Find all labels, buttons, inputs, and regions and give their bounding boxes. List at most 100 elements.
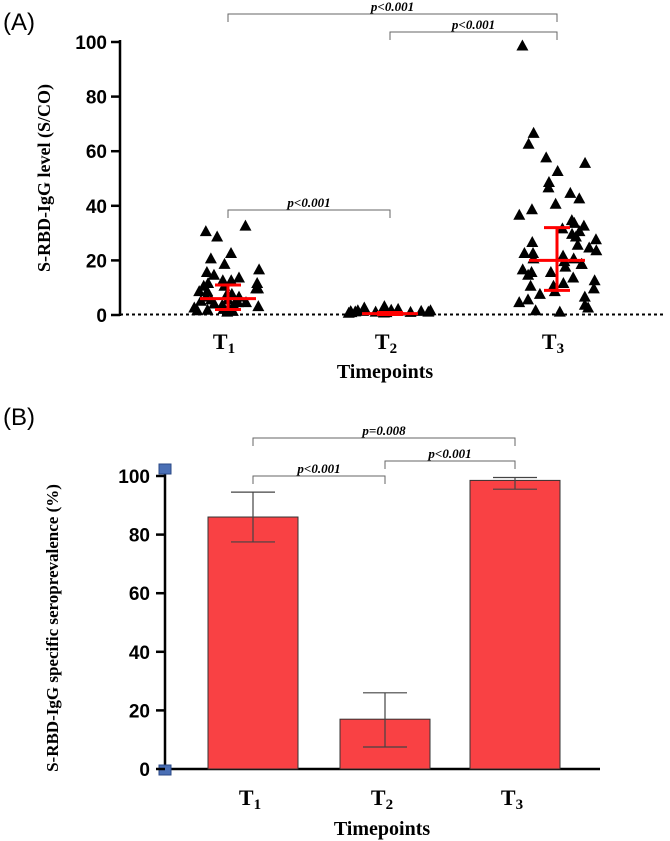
panel-b-y-tick-label: 80 xyxy=(129,526,150,547)
panel-a-y-tick-label: 40 xyxy=(86,197,107,218)
panel-a-point xyxy=(516,39,529,51)
panel-a-point xyxy=(252,300,265,312)
panel-a-point xyxy=(225,246,238,258)
panel-a-point xyxy=(527,246,540,258)
panel-b-comparison-0-label: p=0.008 xyxy=(361,423,406,438)
panel-a-points xyxy=(188,39,603,318)
panel-a-point xyxy=(544,266,557,278)
panel-a-y-tick-label: 80 xyxy=(86,88,107,109)
panel-b-y-tick-label: 40 xyxy=(129,643,150,664)
panel-a-point xyxy=(571,238,584,250)
panel-a-point xyxy=(578,290,591,302)
panel-a-y-ticks: 0 20 40 60 80 100 xyxy=(75,33,120,327)
panel-a-median-iqr xyxy=(200,226,585,316)
panel-a-point xyxy=(404,305,417,317)
panel-a: (A) 0 20 40 60 80 100 p<0.001 p<0.001 p<0.001 T… xyxy=(3,0,665,383)
panel-a-comparison-2-label: p<0.001 xyxy=(286,195,330,210)
panel-b-bar xyxy=(469,479,561,770)
panel-a-point xyxy=(522,293,535,305)
panel-b-comparison-0-line xyxy=(252,437,516,446)
panel-a-x-title: Timepoints xyxy=(337,361,434,383)
panel-a-comparison-2-line xyxy=(227,209,391,218)
panel-a-point xyxy=(551,165,564,177)
panel-a-point xyxy=(588,274,601,286)
panel-a-point xyxy=(253,263,266,275)
panel-b-comparison-1-line xyxy=(252,475,386,484)
panel-a-point xyxy=(540,151,553,163)
panel-a-point xyxy=(204,252,217,264)
panel-b-y-tick-label: 100 xyxy=(118,467,150,488)
panel-a-point xyxy=(564,186,577,198)
panel-b-label: (B) xyxy=(3,404,35,431)
panel-b-comparison-1-label: p<0.001 xyxy=(296,461,340,476)
panel-b-error-bars xyxy=(231,476,537,748)
panel-a-point xyxy=(415,304,428,316)
panel-b-bars xyxy=(207,479,561,770)
panel-a-point xyxy=(557,276,570,288)
panel-a-point xyxy=(522,137,535,149)
panel-a-point xyxy=(579,156,592,168)
panel-a-point xyxy=(565,214,578,226)
panel-b-comparison-2-line xyxy=(384,460,516,469)
panel-a-point xyxy=(573,192,586,204)
panel-a-point xyxy=(557,249,570,261)
panel-a-point xyxy=(358,301,371,313)
panel-a-point xyxy=(518,246,531,258)
panel-a-point xyxy=(589,233,602,245)
panel-a-point xyxy=(216,274,229,286)
panel-a-point xyxy=(527,126,540,138)
panel-a-point xyxy=(549,197,562,209)
panel-a-point xyxy=(424,304,437,316)
panel-b-category-label: T1 xyxy=(239,785,261,813)
panel-a-point xyxy=(251,276,264,288)
panel-b-x-title: Timepoints xyxy=(334,818,431,840)
panel-b-y-ticks: 0 20 40 60 80 100 xyxy=(118,467,165,781)
panel-a-label: (A) xyxy=(3,9,35,36)
panel-a-point xyxy=(587,282,600,294)
panel-b-categories: T1 T2 T3 xyxy=(239,785,523,813)
panel-a-point xyxy=(525,203,538,215)
panel-a-category-label: T1 xyxy=(213,329,235,357)
panel-a-comparison-0-line xyxy=(227,13,558,22)
panel-a-comparison-0-label: p<0.001 xyxy=(370,0,414,14)
panel-b-y-tick-label: 20 xyxy=(129,701,150,722)
panel-b-axis-top-marker xyxy=(158,463,172,475)
panel-a-point xyxy=(211,230,224,242)
panel-a-y-tick-label: 0 xyxy=(96,306,107,327)
panel-a-point xyxy=(202,276,215,288)
panel-a-point xyxy=(188,301,201,313)
panel-a-comparison-1-line xyxy=(389,31,558,40)
panel-a-point xyxy=(533,287,546,299)
panel-a-point xyxy=(553,305,566,317)
panel-a-comparison-1-label: p<0.001 xyxy=(451,17,495,32)
panel-b-category-label: T2 xyxy=(371,785,393,813)
panel-a-point xyxy=(199,225,212,237)
panel-a-point xyxy=(578,298,591,310)
panel-a-y-tick-label: 20 xyxy=(86,251,107,272)
panel-a-point xyxy=(513,208,526,220)
panel-a-point xyxy=(239,219,252,231)
panel-b-comparison-2-label: p<0.001 xyxy=(427,446,471,461)
panel-a-point xyxy=(200,266,213,278)
panel-a-point xyxy=(232,271,245,283)
panel-a-point xyxy=(513,296,526,308)
panel-a-point xyxy=(201,303,214,315)
panel-b-y-tick-label: 0 xyxy=(139,760,150,781)
panel-a-point xyxy=(526,236,539,248)
panel-a-category-label: T2 xyxy=(375,329,397,357)
panel-a-point xyxy=(240,296,253,308)
panel-b: (B) 0 20 40 60 80 100 p=0.008 p<0.001 p<0.001 T… xyxy=(3,404,600,840)
panel-a-point xyxy=(529,304,542,316)
panel-a-y-tick-label: 60 xyxy=(86,142,107,163)
panel-b-y-title: S-RBD-IgG specific seroprevalence (%) xyxy=(43,484,62,772)
panel-a-point xyxy=(218,257,231,269)
panel-a-categories: T1 T2 T3 xyxy=(213,329,564,357)
panel-a-category-label: T3 xyxy=(542,329,564,357)
panel-a-point xyxy=(378,300,391,312)
panel-a-y-tick-label: 100 xyxy=(75,33,107,54)
panel-a-point xyxy=(524,279,537,291)
panel-a-point xyxy=(575,257,588,269)
panel-b-category-label: T3 xyxy=(501,785,523,813)
panel-a-point xyxy=(583,241,596,253)
